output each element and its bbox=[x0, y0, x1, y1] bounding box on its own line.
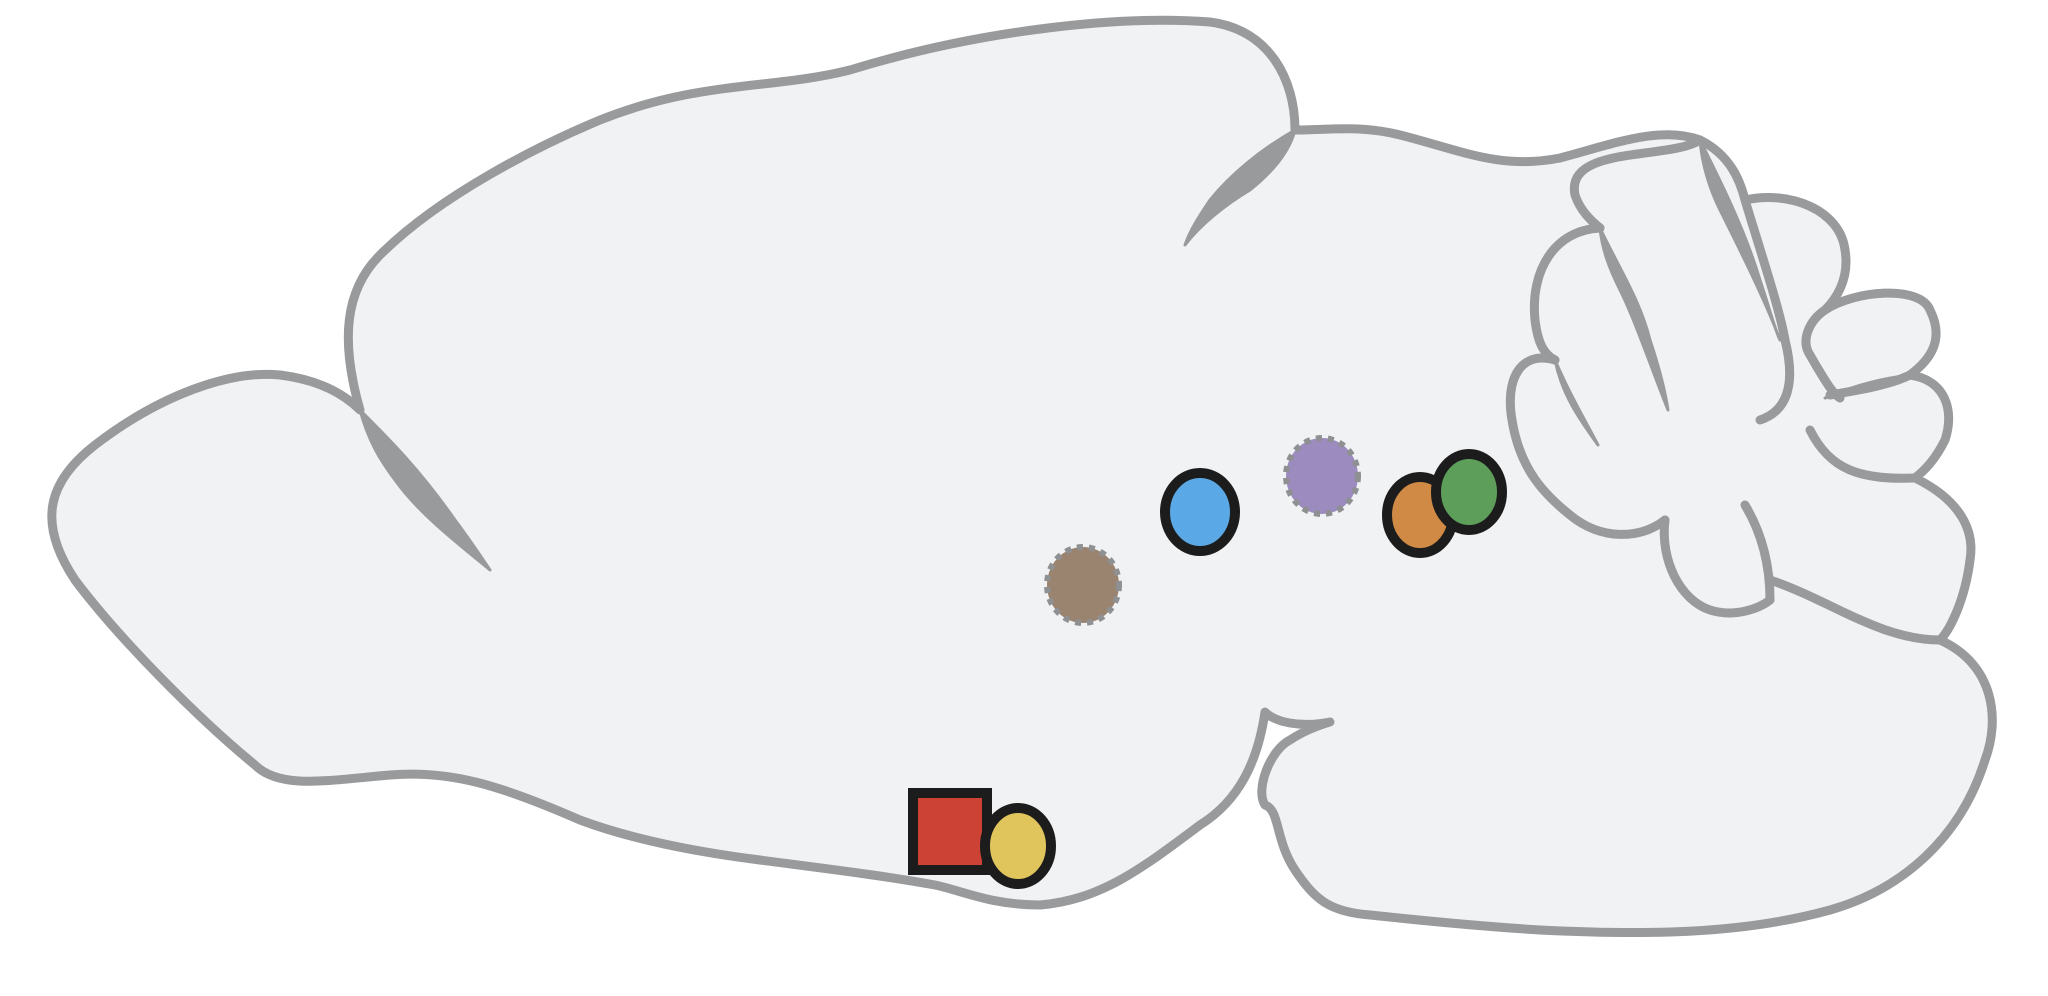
cerebellum-fold-1 bbox=[1698, 138, 1782, 342]
marker-purple-dashed-circle bbox=[1283, 435, 1361, 517]
midbrain-fold bbox=[1183, 128, 1297, 247]
cerebellum-folia-3 bbox=[1529, 223, 1605, 365]
cerebellum-fold-5 bbox=[1808, 428, 1872, 477]
cerebellum-fold-2 bbox=[1598, 226, 1670, 412]
marker-yellow-circle bbox=[980, 803, 1056, 889]
cerebellum-fold-3 bbox=[1553, 358, 1600, 447]
cerebellum-folia-8 bbox=[1659, 515, 1775, 618]
cerebellum-folia-1 bbox=[1570, 135, 1705, 233]
olfactory-fold bbox=[358, 408, 492, 572]
cerebellum-folia-2 bbox=[1740, 195, 1795, 425]
cerebellum-folia-9 bbox=[1740, 500, 1775, 605]
marker-brown-dashed-circle bbox=[1044, 544, 1122, 626]
cerebellum-folia-4 bbox=[1505, 353, 1670, 539]
cerebellum-folia-10 bbox=[1765, 575, 1945, 645]
marker-green-circle bbox=[1431, 449, 1507, 535]
markers bbox=[908, 435, 1507, 889]
brain-outline bbox=[47, 15, 1997, 938]
cerebellum-fold-4 bbox=[1823, 373, 1912, 400]
marker-blue-circle bbox=[1160, 468, 1240, 556]
marker-red-square bbox=[908, 788, 992, 875]
